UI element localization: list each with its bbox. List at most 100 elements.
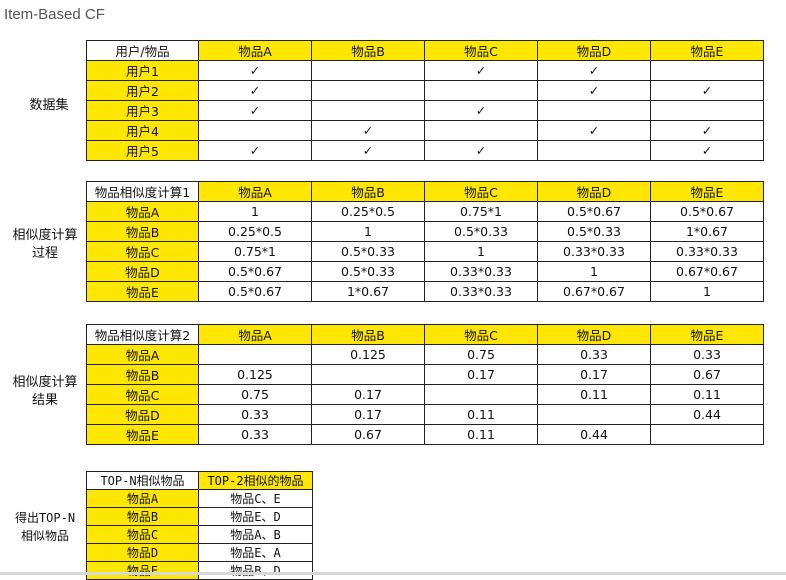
- table-cell: 0.75: [198, 384, 312, 405]
- table-cell: 0.25*0.5: [311, 201, 425, 222]
- table-row: 物品D 0.5*0.67 0.5*0.33 0.33*0.33 1 0.67*0…: [86, 261, 764, 282]
- table-row: 物品B 0.25*0.5 1 0.5*0.33 0.5*0.33 1*0.67: [86, 221, 764, 242]
- row-header: 用户1: [86, 60, 199, 81]
- table-row: 用户4 ✓ ✓ ✓: [86, 120, 764, 141]
- table-cell: 物品B、D: [198, 561, 313, 580]
- table-cell: [650, 424, 764, 445]
- table-cell: 0.11: [424, 424, 538, 445]
- similarity-result-table: 物品相似度计算2 物品A 物品B 物品C 物品D 物品E 物品A 0.125 0…: [86, 324, 764, 445]
- table-header-row: 物品相似度计算1 物品A 物品B 物品C 物品D 物品E: [86, 181, 764, 202]
- column-header: 物品E: [650, 181, 764, 202]
- table-row: 物品C 物品A、B: [86, 525, 313, 544]
- checkmark-cell: ✓: [650, 80, 764, 101]
- row-header: 物品A: [86, 201, 199, 222]
- checkmark-cell: [537, 100, 651, 121]
- table-corner: 物品相似度计算2: [86, 324, 199, 345]
- checkmark-cell: ✓: [311, 140, 425, 161]
- table-cell: 0.11: [537, 384, 651, 405]
- table-cell: 0.5*0.33: [424, 221, 538, 242]
- row-header: 物品B: [86, 221, 199, 242]
- row-header: 物品D: [86, 261, 199, 282]
- checkmark-cell: ✓: [424, 100, 538, 121]
- table-cell: 0.75*1: [424, 201, 538, 222]
- table-cell: 物品C、E: [198, 489, 313, 508]
- table-row: 物品E 0.33 0.67 0.11 0.44: [86, 424, 764, 445]
- table-cell: 0.44: [650, 404, 764, 425]
- topn-table: TOP-N相似物品 TOP-2相似的物品 物品A 物品C、E 物品B 物品E、D…: [86, 471, 313, 580]
- checkmark-cell: [424, 120, 538, 141]
- section-label-calc-result-line2: 结果: [31, 393, 58, 408]
- checkmark-cell: ✓: [537, 80, 651, 101]
- column-header: 物品C: [424, 40, 538, 61]
- table-cell: 0.67*0.67: [650, 261, 764, 282]
- row-header: 物品B: [86, 507, 199, 526]
- checkmark-cell: [198, 120, 312, 141]
- column-header: 物品B: [311, 40, 425, 61]
- table-row: 物品B 物品E、D: [86, 507, 313, 526]
- table-cell: 1*0.67: [311, 281, 425, 302]
- table-row: 用户3 ✓ ✓: [86, 100, 764, 121]
- table-corner: 用户/物品: [86, 40, 199, 61]
- table-cell: 0.5*0.67: [650, 201, 764, 222]
- table-row: 物品A 物品C、E: [86, 489, 313, 508]
- row-header: 物品C: [86, 241, 199, 262]
- table-cell: 0.44: [537, 424, 651, 445]
- checkmark-cell: [311, 60, 425, 81]
- table-cell: 物品E、D: [198, 507, 313, 526]
- row-header: 物品E: [86, 424, 199, 445]
- checkmark-cell: [311, 100, 425, 121]
- column-header: 物品A: [198, 324, 312, 345]
- row-header: 用户3: [86, 100, 199, 121]
- checkmark-cell: ✓: [650, 140, 764, 161]
- table-cell: 0.33*0.33: [424, 281, 538, 302]
- checkmark-cell: ✓: [424, 140, 538, 161]
- table-cell: 0.5*0.33: [311, 241, 425, 262]
- table-cell: 0.33: [537, 344, 651, 365]
- column-header: TOP-2相似的物品: [198, 471, 313, 490]
- row-header: 物品D: [86, 543, 199, 562]
- checkmark-cell: ✓: [198, 80, 312, 101]
- row-header: 用户2: [86, 80, 199, 101]
- column-header: 物品E: [650, 40, 764, 61]
- table-cell: 0.5*0.33: [311, 261, 425, 282]
- table-cell: 0.125: [198, 364, 312, 385]
- table-row: 物品A 1 0.25*0.5 0.75*1 0.5*0.67 0.5*0.67: [86, 201, 764, 222]
- table-cell: 0.33*0.33: [424, 261, 538, 282]
- checkmark-cell: [650, 60, 764, 81]
- table-header-row: 用户/物品 物品A 物品B 物品C 物品D 物品E: [86, 40, 764, 61]
- checkmark-cell: ✓: [198, 140, 312, 161]
- table-cell: 0.5*0.33: [537, 221, 651, 242]
- dataset-table: 用户/物品 物品A 物品B 物品C 物品D 物品E 用户1 ✓ ✓ ✓ 用户2 …: [86, 40, 764, 161]
- table-cell: 0.17: [537, 364, 651, 385]
- row-header: 用户5: [86, 140, 199, 161]
- section-label-calc-process-line2: 过程: [31, 246, 58, 261]
- section-label-calc-process-line1: 相似度计算: [12, 228, 78, 243]
- section-label-dataset: 数据集: [14, 97, 84, 115]
- checkmark-cell: [650, 100, 764, 121]
- section-label-topn: 得出TOP-N 相似物品: [5, 509, 85, 545]
- checkmark-cell: ✓: [537, 120, 651, 141]
- table-cell: 1: [311, 221, 425, 242]
- column-header: 物品C: [424, 324, 538, 345]
- table-cell: 0.17: [311, 384, 425, 405]
- table-cell: 0.17: [311, 404, 425, 425]
- row-header: 物品A: [86, 344, 199, 365]
- table-cell: 1: [650, 281, 764, 302]
- row-header: 用户4: [86, 120, 199, 141]
- column-header: 物品A: [198, 181, 312, 202]
- table-cell: [198, 344, 312, 365]
- section-label-calc-result-line1: 相似度计算: [12, 375, 78, 390]
- checkmark-cell: ✓: [650, 120, 764, 141]
- column-header: 物品E: [650, 324, 764, 345]
- table-cell: 1*0.67: [650, 221, 764, 242]
- checkmark-cell: ✓: [311, 120, 425, 141]
- table-row: 物品E 0.5*0.67 1*0.67 0.33*0.33 0.67*0.67 …: [86, 281, 764, 302]
- table-cell: 0.33: [198, 424, 312, 445]
- row-header: 物品C: [86, 525, 199, 544]
- table-cell: 0.17: [424, 364, 538, 385]
- table-cell: 0.5*0.67: [198, 261, 312, 282]
- checkmark-cell: ✓: [198, 100, 312, 121]
- section-label-dataset-text: 数据集: [29, 98, 69, 113]
- checkmark-cell: [537, 140, 651, 161]
- table-cell: 0.33*0.33: [650, 241, 764, 262]
